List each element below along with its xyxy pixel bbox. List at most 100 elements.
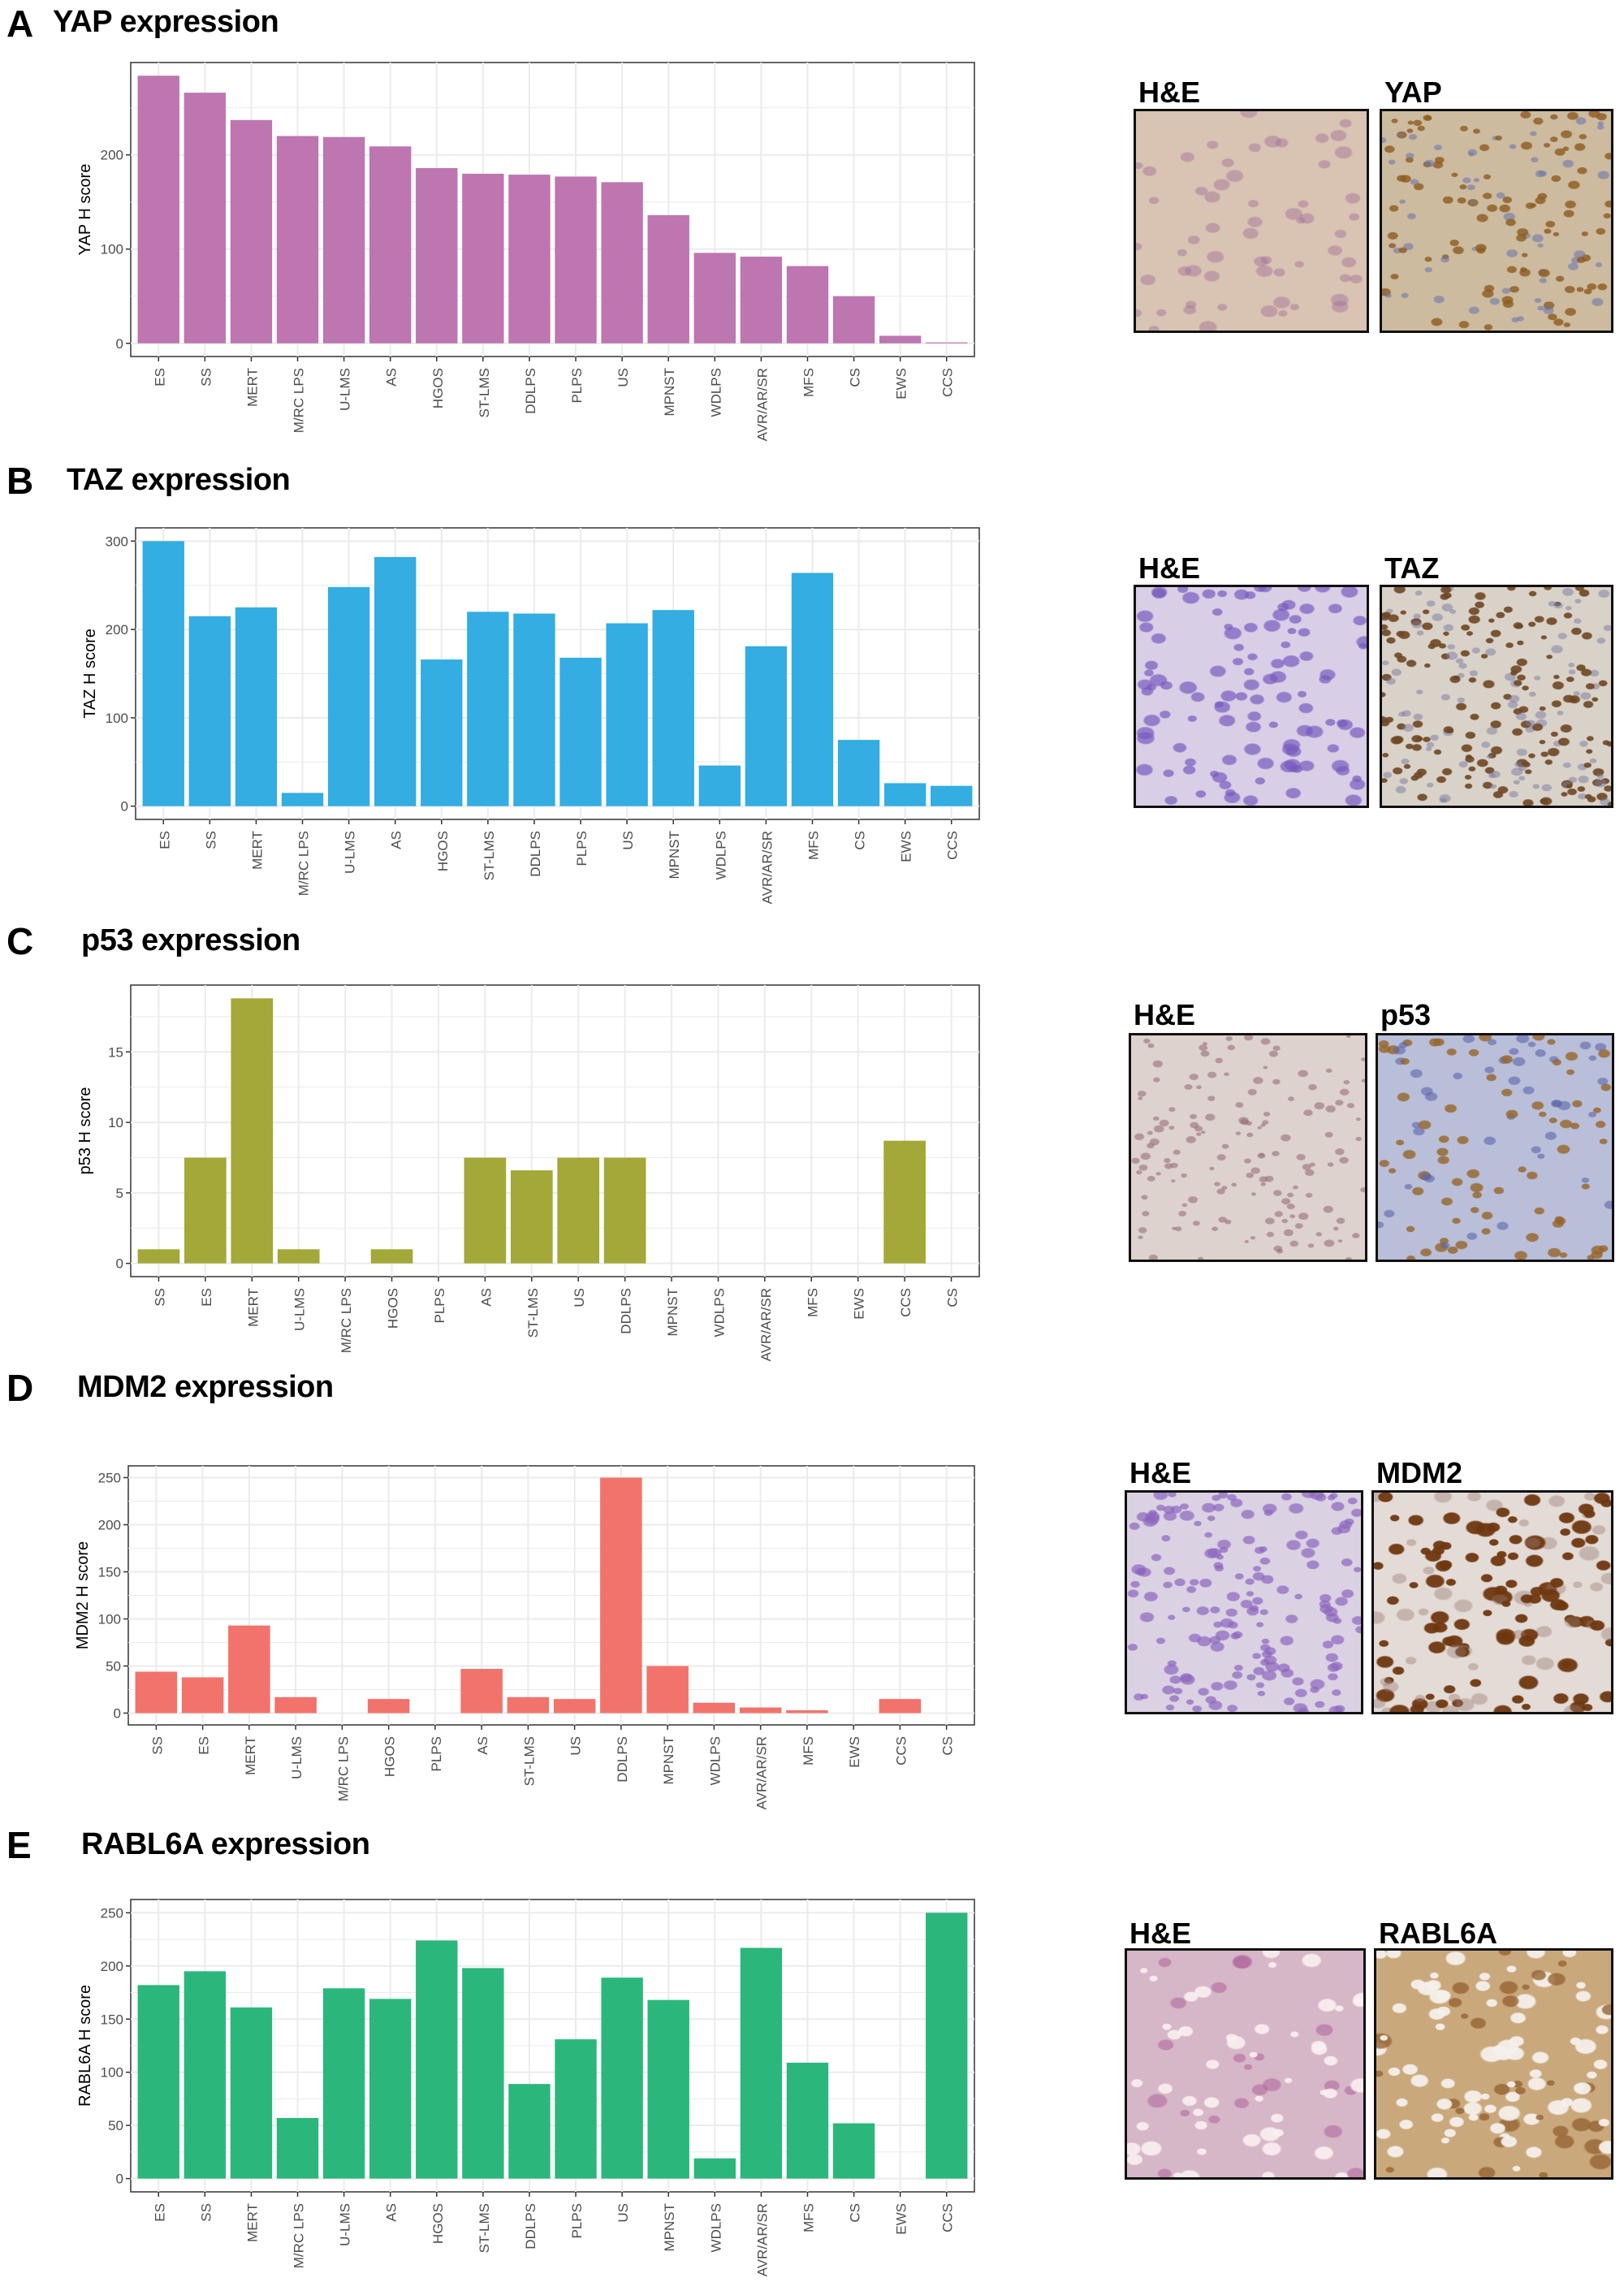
bar	[230, 2007, 273, 2179]
bar	[883, 783, 926, 806]
x-tick-label: MFS	[801, 1736, 816, 1766]
x-tick-label: PLPS	[432, 1288, 447, 1323]
x-tick-label: MERT	[244, 2203, 260, 2242]
y-tick-label: 200	[101, 1959, 123, 1974]
x-tick-label: AVR/AR/SR	[759, 831, 775, 904]
y-tick-label: 100	[106, 711, 128, 726]
x-tick-label: ES	[157, 831, 172, 849]
x-tick-label: EWS	[894, 2203, 909, 2235]
x-tick-label: CS	[853, 831, 868, 850]
y-tick-label: 0	[116, 336, 123, 352]
x-tick-label: HGOS	[382, 1736, 398, 1777]
x-tick-label: MPNST	[662, 2203, 677, 2252]
y-tick-label: 200	[106, 622, 128, 637]
bar	[370, 1249, 413, 1264]
bar	[137, 1249, 180, 1264]
ihc-stain-label: RABL6A	[1379, 1917, 1498, 1950]
x-tick-label: U-LMS	[292, 1288, 308, 1331]
x-tick-label: SS	[203, 831, 218, 849]
x-tick-label: M/RC LPS	[296, 831, 312, 896]
x-tick-label: DDLPS	[523, 2203, 538, 2250]
x-tick-label: EWS	[899, 831, 914, 862]
x-tick-label: CCS	[940, 368, 956, 397]
bar	[832, 296, 875, 344]
y-tick-label: 15	[108, 1044, 123, 1060]
x-tick-label: WDLPS	[708, 368, 723, 417]
chart-1: 0 100 200 300 ES SS MERT M/RC LPS U-LMS AS HGOS ST-…	[81, 527, 980, 904]
bar	[879, 1699, 922, 1714]
y-axis-title: RABL6A H score	[76, 1985, 94, 2107]
panel-title: p53 expression	[81, 923, 300, 957]
bar	[464, 1157, 507, 1264]
bar	[462, 1968, 504, 2179]
x-tick-label: HGOS	[386, 1288, 401, 1329]
y-tick-label: 250	[101, 1905, 123, 1921]
bar	[926, 1912, 968, 2179]
y-axis-title: p53 H score	[76, 1087, 94, 1175]
bar	[277, 1249, 320, 1264]
x-tick-label: M/RC LPS	[335, 1736, 351, 1801]
bar	[603, 1157, 646, 1264]
bar	[231, 998, 274, 1264]
chart-2: 0 5 10 15 SS ES MERT U-LMS M/RC LPS HGOS PLPS AS ST-…	[76, 984, 980, 1361]
bar	[369, 146, 412, 344]
x-tick-label: WDLPS	[711, 1288, 727, 1337]
x-tick-label: EWS	[894, 368, 909, 400]
bar	[555, 2039, 597, 2179]
bar	[883, 1140, 926, 1264]
y-tick-label: 5	[116, 1186, 123, 1201]
bar	[931, 785, 973, 806]
x-tick-label: SS	[152, 1288, 167, 1307]
bar	[559, 657, 602, 806]
x-tick-label: EWS	[852, 1288, 867, 1320]
bar	[557, 1157, 600, 1264]
x-tick-label: ST-LMS	[477, 2203, 492, 2253]
he-stain-label: H&E	[1129, 1456, 1192, 1489]
x-tick-label: US	[615, 368, 631, 387]
y-tick-label: 100	[101, 2065, 123, 2081]
bar	[369, 1999, 412, 2179]
x-tick-label: WDLPS	[713, 831, 728, 880]
bar	[510, 1170, 553, 1264]
bar	[137, 1985, 179, 2179]
bar	[601, 182, 643, 344]
chart-4: 0 50 100 150 200 250 ES SS MERT M/RC LPS U-LMS AS HG…	[76, 1899, 975, 2276]
he-stain-label: H&E	[1138, 551, 1201, 585]
he-micrograph	[1125, 1490, 1363, 1714]
x-tick-label: MFS	[801, 368, 816, 397]
x-tick-label: CS	[848, 2203, 863, 2223]
panel-letter: D	[6, 1367, 34, 1409]
x-tick-label: AVR/AR/SR	[758, 1288, 774, 1361]
x-tick-label: US	[615, 2203, 631, 2223]
x-tick-label: AS	[384, 368, 400, 387]
x-tick-label: MPNST	[662, 368, 677, 417]
bar	[646, 1666, 689, 1714]
bar	[739, 1707, 782, 1714]
x-tick-label: SS	[149, 1736, 165, 1755]
x-tick-label: MPNST	[661, 1736, 676, 1785]
y-tick-label: 150	[98, 1565, 121, 1580]
bar	[879, 335, 922, 344]
x-tick-label: US	[568, 1736, 584, 1756]
bar	[555, 176, 597, 344]
y-axis-title: YAP H score	[76, 164, 94, 256]
y-tick-label: 100	[101, 242, 123, 257]
x-tick-label: CCS	[898, 1288, 914, 1317]
bar	[652, 610, 694, 806]
bar	[698, 765, 741, 806]
ihc-micrograph	[1380, 585, 1613, 808]
x-tick-label: PLPS	[429, 1736, 444, 1771]
bar	[421, 659, 463, 806]
x-tick-label: ST-LMS	[477, 368, 492, 417]
bar	[693, 1702, 736, 1714]
bar	[786, 266, 829, 344]
bar	[322, 136, 365, 344]
y-tick-label: 300	[106, 534, 128, 549]
panel-letter: A	[6, 2, 34, 45]
x-tick-label: MERT	[244, 368, 260, 407]
bar	[791, 573, 834, 806]
bar	[184, 1157, 227, 1264]
x-tick-label: CCS	[893, 1736, 909, 1766]
bar	[184, 1971, 227, 2179]
